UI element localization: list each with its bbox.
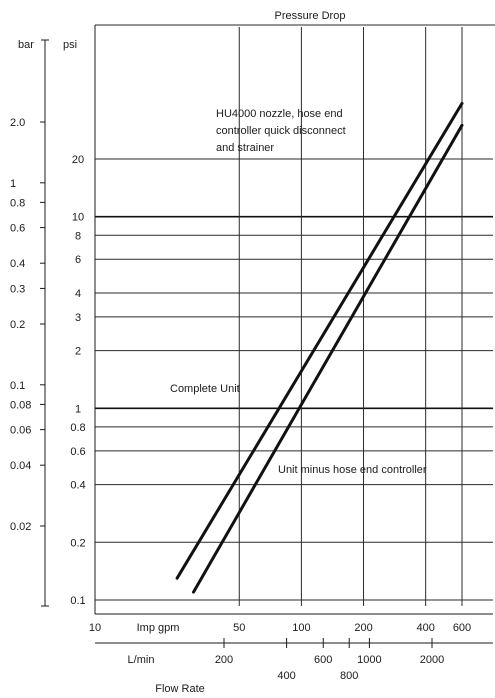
bar-tick-label: 1	[10, 178, 16, 190]
psi-tick-label: 0.4	[70, 480, 85, 492]
lmin-tick-label: 600	[314, 654, 332, 666]
psi-tick-label: 8	[75, 230, 81, 242]
psi-tick-label: 20	[72, 154, 84, 166]
lmin-tick-label: 2000	[420, 654, 444, 666]
bar-tick-label: 0.06	[10, 425, 31, 437]
bar-axis-label: bar	[18, 39, 34, 51]
gpm-tick-label: 400	[416, 622, 434, 634]
series-label-unit-minus: Unit minus hose end controller	[278, 464, 427, 476]
series-label-complete-unit: Complete Unit	[170, 383, 240, 395]
gpm-tick-label: 50	[233, 622, 245, 634]
bar-tick-label: 0.4	[10, 258, 25, 270]
bar-tick-label: 0.8	[10, 197, 25, 209]
bar-tick-label: 0.04	[10, 460, 31, 472]
psi-tick-label: 3	[75, 312, 81, 324]
series-layer	[175, 101, 464, 594]
grid-layer	[95, 24, 495, 606]
psi-tick-label: 2	[75, 346, 81, 358]
gpm-tick-label: 600	[453, 622, 471, 634]
psi-tick-label: 0.6	[70, 446, 85, 458]
bar-tick-label: 0.3	[10, 283, 25, 295]
annotation-line: and strainer	[216, 142, 274, 154]
psi-tick-label: 6	[75, 254, 81, 266]
lmin-tick-label: 800	[340, 670, 358, 682]
psi-tick-label: 0.8	[70, 422, 85, 434]
gpm-axis-label: Imp gpm	[137, 622, 180, 634]
psi-tick-label: 4	[75, 288, 81, 300]
gpm-tick-label: 10	[89, 622, 101, 634]
series-line-unit-minus-hose-end-controller	[192, 123, 464, 594]
gpm-tick-label: 200	[354, 622, 372, 634]
bar-tick-label: 0.08	[10, 399, 31, 411]
psi-tick-label: 1	[75, 403, 81, 415]
series-line-complete-unit	[175, 101, 464, 580]
bar-tick-label: 0.2	[10, 319, 25, 331]
bar-tick-label: 2.0	[10, 117, 25, 129]
annotation-line: controller quick disconnect	[216, 125, 346, 137]
psi-tick-label: 10	[72, 212, 84, 224]
psi-tick-label: 0.2	[70, 537, 85, 549]
annotation-hu4000: HU4000 nozzle, hose end controller quick…	[216, 108, 346, 154]
lmin-tick-label: 1000	[357, 654, 381, 666]
bar-tick-label: 0.6	[10, 223, 25, 235]
psi-tick-label: 0.1	[70, 595, 85, 607]
chart-title: Pressure Drop	[275, 10, 346, 22]
bar-tick-label: 0.1	[10, 380, 25, 392]
lmin-tick-label: 400	[277, 670, 295, 682]
bar-tick-label: 0.02	[10, 521, 31, 533]
x-axis-label: Flow Rate	[155, 683, 205, 695]
lmin-axis-label: L/min	[128, 654, 155, 666]
lmin-tick-label: 200	[215, 654, 233, 666]
gpm-tick-label: 100	[292, 622, 310, 634]
annotation-line: HU4000 nozzle, hose end	[216, 108, 343, 120]
axis-layer: 0.1 0.2 0.4 0.6 0.8 1 2 3 4 6 8 10 20 0.02 0.04 0.06 0.0…	[10, 25, 493, 682]
psi-axis-label: psi	[63, 39, 77, 51]
